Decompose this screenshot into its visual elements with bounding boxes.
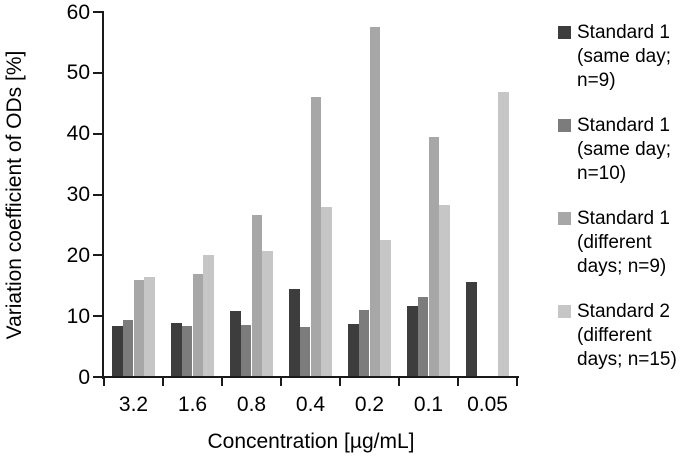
y-tick-60 [93, 11, 102, 13]
x-category-label-0.1: 0.1 [413, 393, 444, 416]
bar-series3-0.8 [251, 214, 263, 377]
legend-label-line: (different [577, 325, 652, 346]
legend-label-line: (different [577, 232, 652, 253]
legend-item-1: Standard 1 (same day; n=9) [558, 21, 698, 93]
bar-series3-3.2 [133, 279, 145, 377]
bar-series4-1.6 [203, 254, 214, 377]
bar-series2-0.2 [358, 310, 370, 377]
x-category-label-0.8: 0.8 [236, 393, 267, 416]
x-category-label-0.2: 0.2 [354, 393, 385, 416]
legend-swatch-icon [558, 305, 571, 318]
y-axis-line [102, 11, 104, 379]
x-category-label-1.6: 1.6 [177, 393, 208, 416]
x-tick-3 [280, 378, 282, 386]
legend-label-line: (same day; [577, 139, 671, 160]
y-tick-50 [93, 71, 102, 74]
x-tick-6 [457, 378, 459, 386]
legend-label-line: n=9) [577, 70, 616, 91]
bar-series1-0.8 [230, 311, 241, 377]
bar-series1-0.05 [466, 282, 477, 377]
bar-series1-0.2 [348, 324, 359, 377]
legend-item-4: Standard 2 (different days; n=15) [558, 300, 698, 372]
x-tick-0 [103, 378, 105, 386]
legend-label-line: n=10) [577, 163, 627, 184]
bar-series2-0.8 [240, 325, 252, 377]
y-tick-label-10: 10 [66, 304, 90, 328]
y-tick-30 [93, 193, 102, 196]
y-tick-label-0: 0 [78, 365, 90, 389]
bar-series4-0.05 [498, 91, 509, 377]
bar-series2-0.1 [417, 296, 429, 377]
legend-label-line: days; n=15) [577, 349, 677, 370]
y-tick-label-40: 40 [66, 122, 90, 146]
legend-label: Standard 2 (different days; n=15) [577, 300, 677, 372]
x-tick-7 [516, 378, 518, 386]
x-axis-line [102, 376, 519, 378]
legend-label-line: Standard 1 [577, 22, 670, 43]
legend-swatch-icon [558, 212, 571, 225]
y-tick-label-20: 20 [66, 243, 90, 267]
bar-series3-1.6 [192, 274, 204, 377]
bar-series1-0.1 [407, 305, 418, 377]
legend-item-2: Standard 1 (same day; n=10) [558, 114, 698, 186]
y-tick-10 [93, 315, 102, 318]
bar-series1-0.4 [289, 288, 300, 377]
legend: Standard 1 (same day; n=9) Standard 1 (same … [558, 21, 698, 393]
bar-series4-0.2 [380, 239, 391, 377]
legend-label-line: (same day; [577, 46, 671, 67]
y-tick-0 [93, 376, 102, 378]
bar-series4-3.2 [144, 276, 155, 377]
legend-label-line: Standard 2 [577, 301, 670, 322]
bar-series1-1.6 [171, 322, 182, 377]
bar-series4-0.1 [439, 204, 450, 377]
y-tick-label-60: 60 [66, 0, 90, 24]
legend-label: Standard 1 (same day; n=10) [577, 114, 671, 186]
bar-series4-0.8 [262, 251, 273, 377]
legend-label-line: Standard 1 [577, 208, 670, 229]
bar-series3-0.1 [428, 137, 440, 377]
x-tick-1 [162, 378, 164, 386]
y-tick-20 [93, 254, 102, 257]
legend-swatch-icon [558, 26, 571, 39]
x-tick-2 [221, 378, 223, 386]
bar-series3-0.4 [310, 96, 322, 377]
legend-label: Standard 1 (different days; n=9) [577, 207, 670, 279]
bar-series2-0.4 [299, 326, 311, 377]
x-tick-5 [398, 378, 400, 386]
bar-series3-0.2 [369, 26, 381, 377]
x-category-label-0.4: 0.4 [295, 393, 326, 416]
bar-series4-0.4 [321, 206, 332, 377]
x-axis-title: Concentration [µg/mL] [207, 430, 415, 453]
legend-label-line: Standard 1 [577, 115, 670, 136]
bar-series2-1.6 [181, 325, 193, 377]
y-tick-label-50: 50 [66, 61, 90, 85]
bar-series2-3.2 [122, 320, 134, 377]
x-tick-4 [339, 378, 341, 386]
x-category-label-0.05: 0.05 [467, 393, 508, 416]
legend-label: Standard 1 (same day; n=9) [577, 21, 671, 93]
legend-swatch-icon [558, 119, 571, 132]
y-axis-title: Variation coefficient of ODs [%] [3, 50, 26, 340]
x-category-label-3.2: 3.2 [118, 393, 149, 416]
legend-item-3: Standard 1 (different days; n=9) [558, 207, 698, 279]
bar-series1-3.2 [112, 325, 123, 377]
y-tick-40 [93, 132, 102, 135]
legend-label-line: days; n=9) [577, 256, 667, 277]
y-tick-label-30: 30 [66, 183, 90, 206]
